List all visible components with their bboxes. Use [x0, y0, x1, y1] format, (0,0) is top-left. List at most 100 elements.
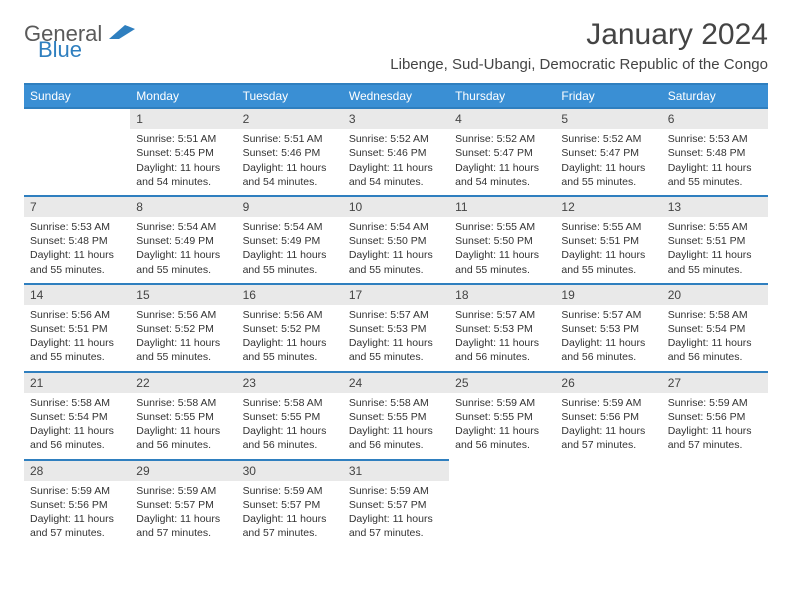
- calendar-day-cell: 11Sunrise: 5:55 AMSunset: 5:50 PMDayligh…: [449, 195, 555, 283]
- sunrise-line: Sunrise: 5:59 AM: [349, 484, 443, 498]
- daylight-line: Daylight: 11 hours and 55 minutes.: [243, 336, 337, 364]
- day-number: 18: [449, 285, 555, 305]
- sunset-line: Sunset: 5:53 PM: [455, 322, 549, 336]
- sunset-line: Sunset: 5:49 PM: [136, 234, 230, 248]
- header: General Blue January 2024 Libenge, Sud-U…: [24, 18, 768, 73]
- sunrise-line: Sunrise: 5:53 AM: [668, 132, 762, 146]
- calendar-day-cell: 22Sunrise: 5:58 AMSunset: 5:55 PMDayligh…: [130, 371, 236, 459]
- dow-header: Wednesday: [343, 85, 449, 107]
- daylight-line: Daylight: 11 hours and 57 minutes.: [668, 424, 762, 452]
- sunrise-line: Sunrise: 5:59 AM: [30, 484, 124, 498]
- daylight-line: Daylight: 11 hours and 55 minutes.: [136, 336, 230, 364]
- calendar-day-cell: 29Sunrise: 5:59 AMSunset: 5:57 PMDayligh…: [130, 459, 236, 547]
- dow-header: Tuesday: [237, 85, 343, 107]
- calendar-day-cell: 27 Sunrise: 5:59 AMSunset: 5:56 PMDayligh…: [662, 371, 768, 459]
- calendar-day-cell: 16 Sunrise: 5:56 AMSunset: 5:52 PMDayligh…: [237, 283, 343, 371]
- calendar-day-cell: 6 Sunrise: 5:53 AMSunset: 5:48 PMDaylight…: [662, 107, 768, 195]
- calendar-day-cell: 13Sunrise: 5:55 AMSunset: 5:51 PMDayligh…: [662, 195, 768, 283]
- day-number: 12: [555, 197, 661, 217]
- day-number: 17: [343, 285, 449, 305]
- sunset-line: Sunset: 5:54 PM: [30, 410, 124, 424]
- daylight-line: Daylight: 11 hours and 54 minutes.: [243, 161, 337, 189]
- daylight-line: Daylight: 11 hours and 55 minutes.: [668, 161, 762, 189]
- daylight-line: Daylight: 11 hours and 55 minutes.: [561, 248, 655, 276]
- day-number: 26: [555, 373, 661, 393]
- sunrise-line: Sunrise: 5:59 AM: [668, 396, 762, 410]
- sunset-line: Sunset: 5:46 PM: [243, 146, 337, 160]
- month-title: January 2024: [390, 18, 768, 52]
- daylight-line: Daylight: 11 hours and 57 minutes.: [30, 512, 124, 540]
- day-number: 19: [555, 285, 661, 305]
- dow-header: Sunday: [24, 85, 130, 107]
- daylight-line: Daylight: 11 hours and 54 minutes.: [349, 161, 443, 189]
- sunrise-line: Sunrise: 5:59 AM: [136, 484, 230, 498]
- daylight-line: Daylight: 11 hours and 55 minutes.: [243, 248, 337, 276]
- daylight-line: Daylight: 11 hours and 56 minutes.: [561, 336, 655, 364]
- sunrise-line: Sunrise: 5:55 AM: [561, 220, 655, 234]
- daylight-line: Daylight: 11 hours and 55 minutes.: [668, 248, 762, 276]
- day-number: 11: [449, 197, 555, 217]
- day-number: 22: [130, 373, 236, 393]
- sunrise-line: Sunrise: 5:55 AM: [455, 220, 549, 234]
- daylight-line: Daylight: 11 hours and 57 minutes.: [136, 512, 230, 540]
- calendar-day-cell: 19Sunrise: 5:57 AMSunset: 5:53 PMDayligh…: [555, 283, 661, 371]
- calendar-day-cell: 9Sunrise: 5:54 AMSunset: 5:49 PMDaylight…: [237, 195, 343, 283]
- brand-flag-icon: [109, 25, 135, 41]
- sunset-line: Sunset: 5:57 PM: [136, 498, 230, 512]
- day-number: 6: [662, 109, 768, 129]
- calendar-day-cell: 24Sunrise: 5:58 AMSunset: 5:55 PMDayligh…: [343, 371, 449, 459]
- sunset-line: Sunset: 5:56 PM: [30, 498, 124, 512]
- sunset-line: Sunset: 5:52 PM: [243, 322, 337, 336]
- day-number: 21: [24, 373, 130, 393]
- day-number: 24: [343, 373, 449, 393]
- sunrise-line: Sunrise: 5:58 AM: [136, 396, 230, 410]
- sunrise-line: Sunrise: 5:59 AM: [561, 396, 655, 410]
- day-number: 16: [237, 285, 343, 305]
- sunrise-line: Sunrise: 5:54 AM: [243, 220, 337, 234]
- sunrise-line: Sunrise: 5:54 AM: [349, 220, 443, 234]
- day-number: 8: [130, 197, 236, 217]
- day-number: 13: [662, 197, 768, 217]
- sunset-line: Sunset: 5:48 PM: [668, 146, 762, 160]
- sunrise-line: Sunrise: 5:54 AM: [136, 220, 230, 234]
- sunrise-line: Sunrise: 5:52 AM: [561, 132, 655, 146]
- sunset-line: Sunset: 5:55 PM: [455, 410, 549, 424]
- day-number: 9: [237, 197, 343, 217]
- calendar-day-cell: 3Sunrise: 5:52 AMSunset: 5:46 PMDaylight…: [343, 107, 449, 195]
- sunset-line: Sunset: 5:47 PM: [561, 146, 655, 160]
- sunrise-line: Sunrise: 5:53 AM: [30, 220, 124, 234]
- daylight-line: Daylight: 11 hours and 56 minutes.: [349, 424, 443, 452]
- day-number: 4: [449, 109, 555, 129]
- calendar-day-cell: 17Sunrise: 5:57 AMSunset: 5:53 PMDayligh…: [343, 283, 449, 371]
- daylight-line: Daylight: 11 hours and 57 minutes.: [243, 512, 337, 540]
- calendar-day-cell: 2Sunrise: 5:51 AMSunset: 5:46 PMDaylight…: [237, 107, 343, 195]
- sunrise-line: Sunrise: 5:56 AM: [243, 308, 337, 322]
- calendar-day-cell: 26Sunrise: 5:59 AMSunset: 5:56 PMDayligh…: [555, 371, 661, 459]
- daylight-line: Daylight: 11 hours and 57 minutes.: [561, 424, 655, 452]
- sunrise-line: Sunrise: 5:52 AM: [349, 132, 443, 146]
- sunset-line: Sunset: 5:51 PM: [668, 234, 762, 248]
- brand-logo: General Blue: [24, 24, 135, 60]
- calendar-day-cell: 7Sunrise: 5:53 AMSunset: 5:48 PMDaylight…: [24, 195, 130, 283]
- sunset-line: Sunset: 5:53 PM: [349, 322, 443, 336]
- day-number: 2: [237, 109, 343, 129]
- day-number: 27: [662, 373, 768, 393]
- sunset-line: Sunset: 5:56 PM: [668, 410, 762, 424]
- calendar-day-cell: 12 Sunrise: 5:55 AMSunset: 5:51 PMDayligh…: [555, 195, 661, 283]
- daylight-line: Daylight: 11 hours and 54 minutes.: [455, 161, 549, 189]
- sunset-line: Sunset: 5:57 PM: [243, 498, 337, 512]
- daylight-line: Daylight: 11 hours and 55 minutes.: [136, 248, 230, 276]
- sunrise-line: Sunrise: 5:52 AM: [455, 132, 549, 146]
- sunrise-line: Sunrise: 5:57 AM: [349, 308, 443, 322]
- day-number: 28: [24, 461, 130, 481]
- sunset-line: Sunset: 5:50 PM: [349, 234, 443, 248]
- calendar-grid: SundayMondayTuesdayWednesdayThursdayFrid…: [24, 83, 768, 546]
- sunset-line: Sunset: 5:45 PM: [136, 146, 230, 160]
- day-number: 7: [24, 197, 130, 217]
- sunrise-line: Sunrise: 5:58 AM: [349, 396, 443, 410]
- calendar-day-cell: 28 Sunrise: 5:59 AMSunset: 5:56 PMDayligh…: [24, 459, 130, 547]
- day-number: 14: [24, 285, 130, 305]
- sunset-line: Sunset: 5:53 PM: [561, 322, 655, 336]
- day-number: 1: [130, 109, 236, 129]
- sunset-line: Sunset: 5:51 PM: [561, 234, 655, 248]
